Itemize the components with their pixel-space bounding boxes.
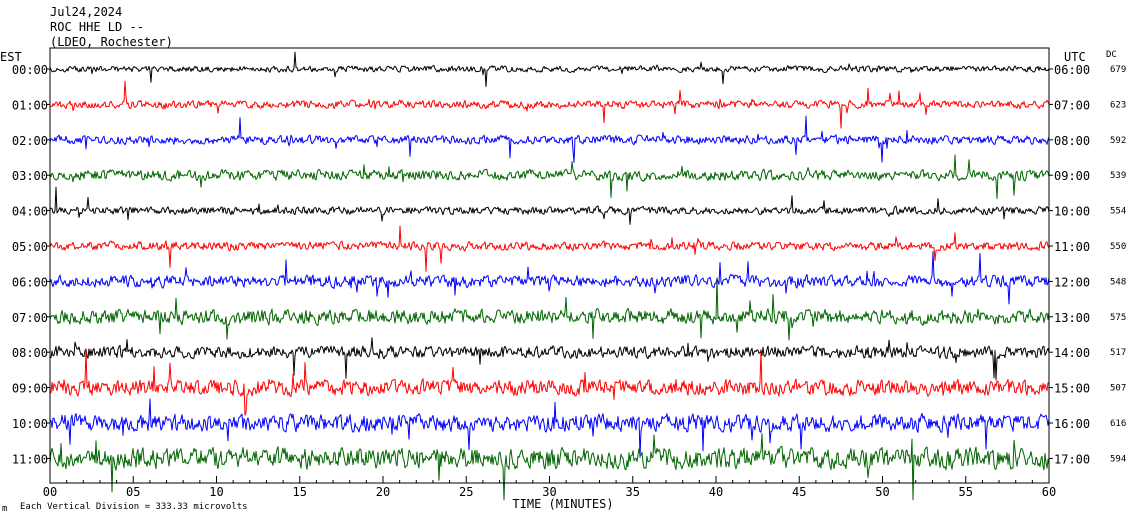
x-axis-label: TIME (MINUTES) xyxy=(512,497,613,511)
dc-value-6: 548 xyxy=(1110,277,1126,287)
footer-mark: m xyxy=(2,504,7,514)
utc-label-7: 13:00 xyxy=(1054,311,1090,325)
dc-value-0: 679 xyxy=(1110,65,1126,75)
utc-label-2: 08:00 xyxy=(1054,134,1090,148)
dc-column-label: DC xyxy=(1106,50,1117,60)
trace-line-3 xyxy=(49,154,1050,199)
dc-value-3: 539 xyxy=(1110,171,1126,181)
trace-line-6 xyxy=(49,251,1050,305)
dc-value-11: 594 xyxy=(1110,454,1126,464)
dc-value-4: 554 xyxy=(1110,207,1126,217)
chart-network: (LDEO, Rochester) xyxy=(50,35,173,49)
utc-label-0: 06:00 xyxy=(1054,63,1090,77)
x-tick-label-55: 55 xyxy=(959,485,973,499)
x-tick-label-30: 30 xyxy=(542,485,556,499)
x-tick-label-45: 45 xyxy=(792,485,806,499)
x-tick-label-15: 15 xyxy=(293,485,307,499)
utc-label-3: 09:00 xyxy=(1054,169,1090,183)
utc-label-4: 10:00 xyxy=(1054,205,1090,219)
trace-line-8 xyxy=(49,337,1050,381)
trace-line-7 xyxy=(49,277,1050,341)
x-tick-label-40: 40 xyxy=(709,485,723,499)
trace-line-11 xyxy=(49,433,1050,501)
hour-ticks xyxy=(46,68,1053,459)
est-label-8: 08:00 xyxy=(12,346,48,360)
est-label-6: 06:00 xyxy=(12,275,48,289)
dc-value-8: 517 xyxy=(1110,348,1126,358)
chart-date: Jul24,2024 xyxy=(50,5,122,19)
dc-value-2: 592 xyxy=(1110,136,1126,146)
x-axis-ticks: 00 05 10 15 20 25 30 35 40 45 50 55 60 xyxy=(43,476,1056,499)
trace-line-2 xyxy=(49,115,1050,163)
chart-station: ROC HHE LD -- xyxy=(50,20,144,34)
x-tick-label-25: 25 xyxy=(459,485,473,499)
dc-value-7: 575 xyxy=(1110,313,1126,323)
dc-value-9: 507 xyxy=(1110,384,1126,394)
trace-group xyxy=(49,51,1050,501)
footer-note: Each Vertical Division = 333.33 microvol… xyxy=(20,502,248,512)
est-hour-labels: 00:00 01:00 02:00 03:00 04:00 05:00 06:00 07:00… xyxy=(12,63,48,466)
est-label-7: 07:00 xyxy=(12,311,48,325)
x-tick-label-50: 50 xyxy=(875,485,889,499)
trace-line-9 xyxy=(49,348,1050,416)
trace-line-10 xyxy=(49,398,1050,458)
trace-line-1 xyxy=(49,80,1050,129)
x-tick-label-60: 60 xyxy=(1042,485,1056,499)
est-label-4: 04:00 xyxy=(12,205,48,219)
x-tick-label-10: 10 xyxy=(209,485,223,499)
trace-line-5 xyxy=(49,225,1050,272)
dc-value-10: 616 xyxy=(1110,419,1126,429)
utc-label-11: 17:00 xyxy=(1054,452,1090,466)
utc-hour-labels: 06:00 07:00 08:00 09:00 10:00 11:00 12:00 13:00… xyxy=(1054,63,1090,466)
utc-label-6: 12:00 xyxy=(1054,275,1090,289)
trace-line-0 xyxy=(49,51,1050,87)
utc-label-10: 16:00 xyxy=(1054,417,1090,431)
right-axis-label: UTC xyxy=(1064,50,1086,64)
est-label-5: 05:00 xyxy=(12,240,48,254)
utc-label-9: 15:00 xyxy=(1054,382,1090,396)
dc-value-5: 550 xyxy=(1110,242,1126,252)
utc-label-1: 07:00 xyxy=(1054,98,1090,112)
utc-label-8: 14:00 xyxy=(1054,346,1090,360)
est-label-11: 11:00 xyxy=(12,452,48,466)
x-tick-label-35: 35 xyxy=(626,485,640,499)
est-label-0: 00:00 xyxy=(12,63,48,77)
est-label-9: 09:00 xyxy=(12,382,48,396)
utc-label-5: 11:00 xyxy=(1054,240,1090,254)
est-label-2: 02:00 xyxy=(12,134,48,148)
x-tick-label-20: 20 xyxy=(376,485,390,499)
est-label-10: 10:00 xyxy=(12,417,48,431)
dc-values: 679 623 592 539 554 550 548 575 517 507 616 594 xyxy=(1110,65,1126,464)
dc-value-1: 623 xyxy=(1110,100,1126,110)
x-tick-label-00: 00 xyxy=(43,485,57,499)
trace-line-4 xyxy=(49,186,1050,225)
x-tick-label-05: 05 xyxy=(126,485,140,499)
left-axis-label: EST xyxy=(0,50,22,64)
est-label-1: 01:00 xyxy=(12,98,48,112)
est-label-3: 03:00 xyxy=(12,169,48,183)
